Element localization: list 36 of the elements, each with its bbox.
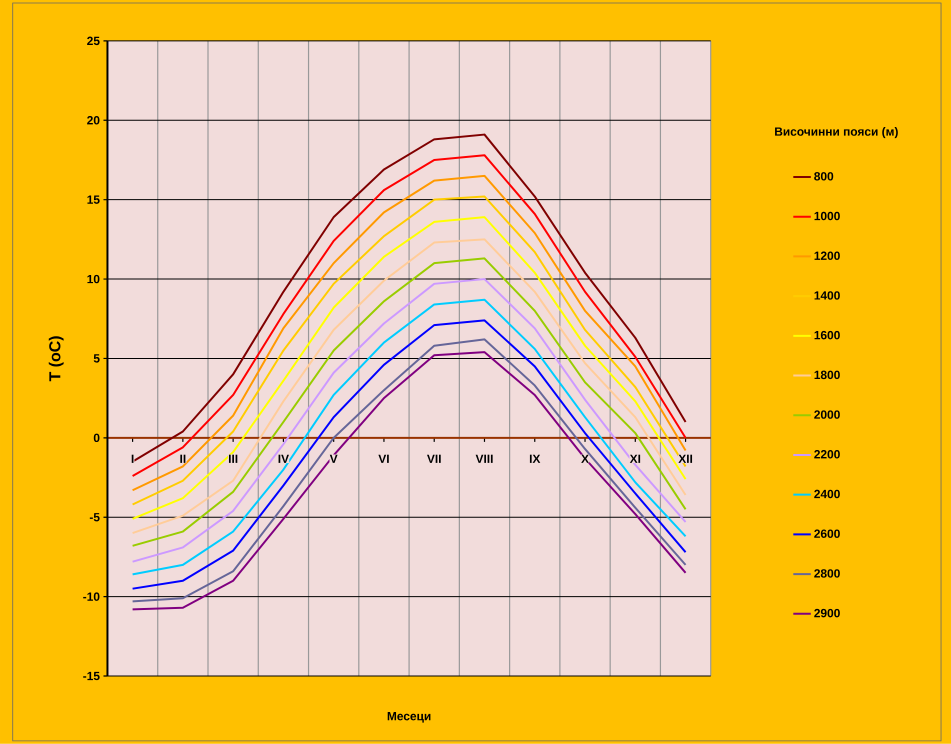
x-axis-title: Месеци	[388, 712, 430, 723]
x-tick-label: V	[330, 454, 338, 463]
y-tick-label: 5	[94, 354, 100, 363]
x-tick-label: VI	[378, 454, 389, 463]
legend-label: 1400	[814, 291, 840, 300]
x-tick-label: X	[581, 454, 589, 463]
x-tick-label: XI	[630, 454, 640, 463]
legend-label: 1200	[814, 252, 840, 260]
legend-label: 2200	[814, 450, 840, 459]
y-tick-label: 20	[87, 116, 100, 125]
y-tick-label: 15	[87, 196, 100, 204]
x-tick-label: XII	[678, 454, 692, 463]
legend-label: 800	[814, 172, 834, 181]
y-axis-title: T (oC)	[48, 336, 64, 382]
y-tick-label: 25	[87, 36, 100, 46]
y-tick-label: -15	[83, 672, 100, 680]
legend-label: 2000	[814, 410, 840, 419]
y-tick-label: 10	[87, 274, 100, 284]
legend-label: 2400	[814, 490, 840, 498]
x-tick-label: VIII	[476, 454, 493, 463]
legend-label: 2600	[814, 530, 840, 538]
y-tick-label: 0	[94, 434, 100, 442]
x-tick-label: VII	[427, 454, 441, 463]
x-tick-label: II	[180, 454, 186, 463]
legend-label: 1800	[814, 370, 840, 380]
y-tick-label: -5	[90, 513, 100, 522]
legend-title: Височинни пояси (м)	[775, 127, 898, 138]
x-tick-label: III	[228, 454, 238, 463]
legend-label: 2800	[814, 569, 840, 578]
legend-label: 2900	[814, 608, 840, 618]
x-tick-label: IX	[530, 454, 540, 463]
legend-label: 1600	[814, 331, 840, 340]
x-tick-label: IV	[278, 454, 289, 463]
legend-label: 1000	[814, 212, 840, 220]
y-tick-label: -10	[83, 592, 100, 601]
x-tick-label: I	[132, 454, 134, 463]
